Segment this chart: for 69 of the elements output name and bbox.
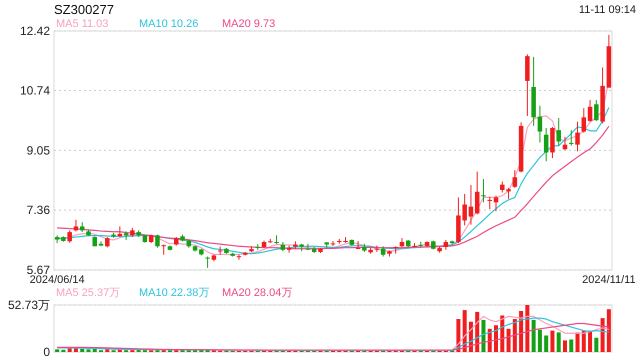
bar xyxy=(544,336,548,352)
candlestick xyxy=(582,108,586,134)
candlestick xyxy=(481,178,486,203)
text: MA5 11.03 xyxy=(56,18,108,30)
text: MA20 28.04万 xyxy=(222,287,292,299)
candlestick xyxy=(568,130,574,146)
bar xyxy=(92,348,97,352)
candlestick xyxy=(594,100,599,122)
bar xyxy=(550,330,554,352)
y-tick-label: 52.73万 xyxy=(8,298,50,312)
bar xyxy=(105,349,110,352)
candlestick xyxy=(80,222,84,233)
candlestick xyxy=(67,230,72,244)
text: MA10 10.26 xyxy=(139,18,198,30)
bar xyxy=(556,332,561,352)
bar xyxy=(512,319,517,352)
candlestick xyxy=(155,234,160,248)
candlestick xyxy=(544,128,548,162)
candlestick xyxy=(356,240,360,250)
candlestick xyxy=(575,121,580,152)
bar xyxy=(600,318,605,352)
candlestick xyxy=(487,196,492,210)
y-tick-label: 10.74 xyxy=(20,83,50,98)
bar xyxy=(55,349,60,352)
bar xyxy=(594,338,598,352)
bar xyxy=(606,309,611,352)
bar xyxy=(569,340,574,352)
candlestick xyxy=(92,236,98,247)
x-tick-label: 2024/06/14 xyxy=(30,274,85,286)
y-tick-label: 9.05 xyxy=(26,143,50,158)
candlestick xyxy=(205,256,210,268)
bar xyxy=(506,328,511,352)
candlestick xyxy=(512,170,518,188)
candlestick xyxy=(474,171,480,215)
candlestick xyxy=(506,187,511,200)
candlestick xyxy=(556,118,561,146)
text: MA10 22.38万 xyxy=(139,287,210,299)
text: MA5 25.37万 xyxy=(56,287,120,299)
bar xyxy=(532,320,536,352)
text: 11-11 09:14 xyxy=(578,4,636,16)
candlestick xyxy=(118,226,122,238)
bar xyxy=(576,332,580,352)
bar xyxy=(519,311,524,352)
candlestick xyxy=(562,136,568,150)
candlestick xyxy=(494,195,498,212)
candlestick xyxy=(444,239,448,250)
candlestick xyxy=(105,236,110,248)
y-tick-label: 12.42 xyxy=(20,24,50,38)
bar xyxy=(538,330,542,352)
bar xyxy=(588,330,592,352)
x-tick-label: 2024/11/11 xyxy=(582,274,636,286)
chart-title: SZ300277 xyxy=(54,2,114,17)
candlestick xyxy=(161,244,166,256)
bar xyxy=(525,305,530,352)
candlestick xyxy=(130,227,135,238)
bar xyxy=(86,349,90,352)
candlestick xyxy=(500,180,505,193)
y-tick-label: 7.36 xyxy=(26,203,50,218)
bar xyxy=(80,348,84,352)
candlestick xyxy=(588,100,592,122)
text: MA20 9.73 xyxy=(222,18,276,30)
candlestick xyxy=(380,246,386,258)
candlestick xyxy=(280,242,286,252)
candlestick xyxy=(74,219,78,232)
y-tick-label: 0 xyxy=(43,345,50,359)
bar xyxy=(481,320,486,352)
bar xyxy=(562,340,567,352)
candlestick xyxy=(218,246,222,256)
bar xyxy=(582,330,586,352)
